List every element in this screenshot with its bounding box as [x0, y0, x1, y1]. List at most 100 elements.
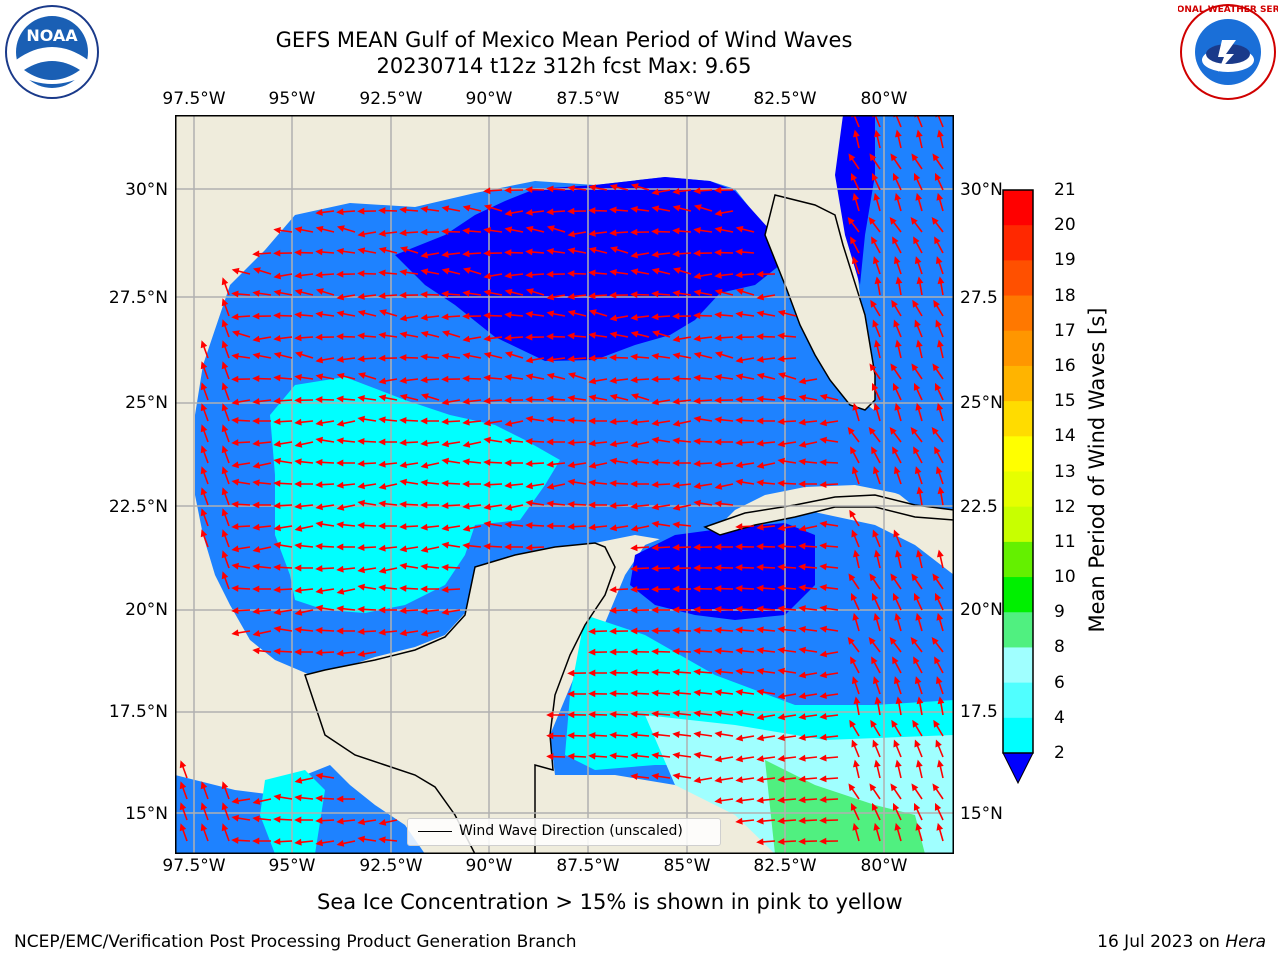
lon-label-top-6: 85°W [663, 89, 711, 109]
wind-arrow-head [672, 731, 680, 738]
wind-arrow-head [231, 398, 240, 406]
wind-arrow-head [777, 667, 785, 675]
wind-arrow-head [294, 502, 302, 510]
wind-arrow-head [588, 246, 597, 254]
wind-arrow-head [357, 650, 365, 658]
wind-arrow-head [420, 376, 428, 384]
wind-arrow-head [819, 604, 827, 612]
wind-arrow-head [892, 236, 899, 245]
wind-arrow-head [756, 584, 764, 592]
wind-arrow-head [420, 205, 428, 213]
wind-arrow-head [609, 524, 617, 532]
wind-arrow-head [714, 438, 722, 446]
wind-arrow-head [871, 656, 878, 665]
wind-arrow-head [231, 523, 239, 531]
lon-label-top-7: 82.5°W [753, 89, 817, 109]
wind-arrow-head [420, 291, 428, 299]
wind-arrow-head [777, 418, 785, 426]
wind-arrow-head [252, 250, 260, 258]
wind-arrow-head [252, 546, 261, 553]
wind-arrow-head [315, 396, 323, 404]
wind-arrow-head [378, 544, 386, 552]
wind-arrow-head [357, 437, 365, 445]
wind-arrow-head [798, 605, 806, 612]
wind-arrow-head [913, 172, 921, 181]
wind-arrow-head [221, 298, 229, 307]
colorbar-tick-label: 13 [1054, 461, 1076, 482]
wind-arrow-head [525, 544, 533, 552]
wind-arrow-head [869, 783, 877, 792]
wind-arrow-head [420, 439, 428, 447]
wind-arrow-head [912, 719, 919, 728]
wind-arrow-head [777, 646, 785, 654]
wind-arrow-head [873, 822, 881, 831]
wind-arrow-head [798, 817, 806, 825]
wind-arrow-head [798, 394, 807, 402]
wind-arrow-head [693, 482, 701, 490]
wind-arrow-head [567, 669, 575, 677]
map-panel [175, 115, 954, 854]
wind-arrow-head [777, 584, 785, 592]
wind-arrow-head [714, 209, 723, 217]
wind-arrow-head [756, 755, 764, 763]
colorbar-tick-label: 4 [1054, 707, 1065, 728]
wind-arrow-head [504, 521, 512, 529]
wind-arrow-head [221, 382, 229, 391]
wind-arrow-head [609, 606, 617, 614]
wind-arrow-head [895, 276, 903, 285]
wind-arrow-head [294, 288, 303, 296]
wind-arrow-head [798, 458, 806, 466]
wind-arrow-head [871, 802, 879, 811]
wind-arrow-head [441, 375, 449, 383]
wind-arrow-head [483, 249, 491, 257]
wind-arrow-head [892, 656, 899, 665]
wind-arrow-head [714, 668, 722, 676]
wind-arrow-head [504, 334, 512, 342]
wind-arrow-head [399, 584, 407, 592]
wind-arrow-head [252, 585, 260, 593]
wind-arrow-head [378, 522, 386, 530]
wind-arrow-head [756, 563, 764, 571]
lon-label-bottom-5: 87.5°W [556, 856, 620, 876]
wind-arrow-head [672, 188, 680, 195]
wind-arrow-head [483, 272, 492, 280]
wind-arrow-head [693, 226, 701, 234]
wind-arrow-head [441, 398, 450, 406]
wind-arrow-head [819, 671, 827, 679]
wind-arrow-head [357, 270, 365, 278]
wind-arrow-head [914, 676, 922, 685]
wind-arrow-head [892, 382, 900, 391]
wind-arrow-head [892, 172, 900, 181]
wind-arrow-head [273, 457, 281, 465]
wind-arrow-head [777, 440, 785, 448]
wind-arrow-head [273, 226, 281, 234]
wind-arrow-head [525, 333, 533, 341]
colorbar-block-12 [1003, 577, 1033, 613]
lat-label-right-5: 20°N [960, 600, 1003, 620]
wind-arrow-head [672, 250, 680, 258]
wind-arrow-head [871, 592, 879, 601]
wind-arrow-head [630, 689, 638, 697]
wind-arrow-head [378, 331, 386, 339]
wind-arrow-head [895, 339, 902, 348]
wind-arrow-head [525, 225, 534, 233]
wind-arrow-head [231, 836, 239, 844]
colorbar [1002, 189, 1034, 785]
wind-arrow-head [714, 564, 722, 572]
wind-arrow-head [798, 542, 806, 550]
wind-arrow-head [399, 314, 408, 322]
wind-arrow-head [252, 523, 260, 531]
wind-arrow-head [910, 636, 918, 645]
map-legend: Wind Wave Direction (unscaled) [407, 818, 721, 846]
wind-arrow-head [777, 355, 785, 363]
wind-arrow-head [294, 586, 302, 594]
wind-arrow-head [934, 236, 941, 245]
wind-arrow-head [735, 668, 743, 675]
wind-arrows [179, 115, 945, 847]
wind-arrow-head [462, 480, 470, 488]
wind-arrow-head [399, 229, 407, 237]
wind-arrow-head [462, 352, 471, 360]
wind-arrow-head [819, 796, 827, 804]
colorbar-tick-label: 11 [1054, 531, 1076, 552]
wind-arrow-head [315, 373, 324, 381]
